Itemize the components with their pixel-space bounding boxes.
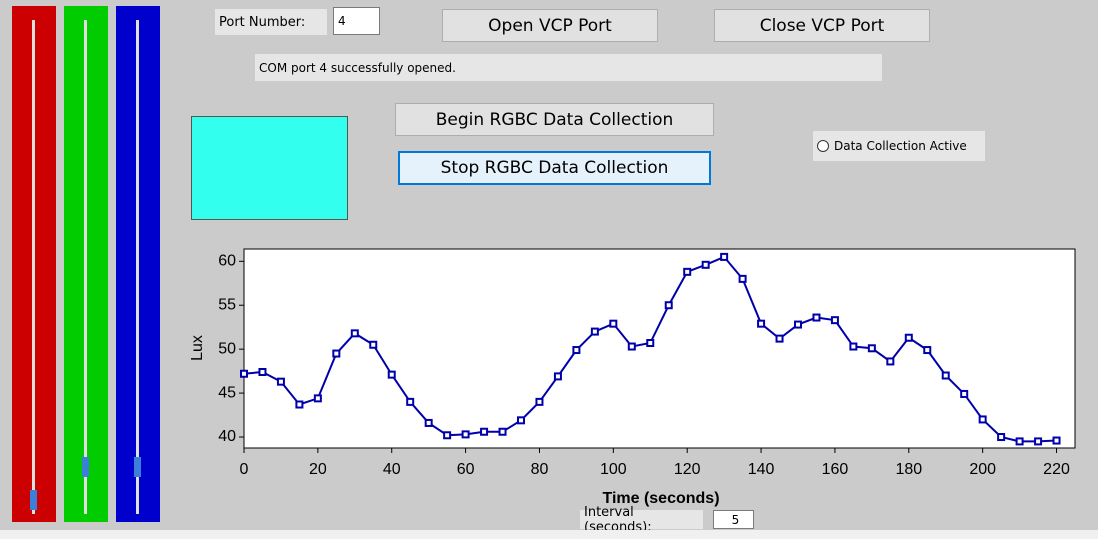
active-radio[interactable]: Data Collection Active [813, 131, 985, 161]
slider-thumb[interactable] [82, 457, 89, 477]
data-point [830, 316, 839, 325]
radio-circle[interactable] [817, 140, 829, 152]
data-point [1015, 437, 1024, 446]
data-point [276, 377, 285, 386]
data-point [886, 357, 895, 366]
red-slider[interactable] [12, 6, 56, 522]
x-tick-label: 60 [457, 461, 475, 478]
data-point [240, 369, 248, 378]
y-tick-label: 45 [218, 384, 236, 401]
green-slider[interactable] [64, 6, 108, 522]
begin-button[interactable]: Begin RGBC Data Collection [395, 103, 714, 136]
x-tick-label: 100 [600, 461, 627, 478]
color-swatch [191, 116, 348, 220]
data-point [941, 371, 950, 380]
data-point [812, 313, 821, 322]
data-point [701, 260, 710, 269]
x-axis-title: Time (seconds) [602, 490, 719, 507]
data-point [904, 333, 913, 342]
data-point [867, 344, 876, 353]
data-point [424, 418, 433, 427]
x-tick-label: 0 [240, 461, 249, 478]
x-tick-label: 120 [674, 461, 701, 478]
y-tick-label: 40 [218, 428, 236, 445]
data-point [313, 394, 322, 403]
data-point [461, 430, 470, 439]
data-point [720, 252, 729, 261]
x-tick-label: 180 [895, 461, 922, 478]
data-point [627, 342, 636, 351]
y-tick-label: 55 [218, 296, 236, 313]
data-point [517, 416, 525, 425]
close-port-button[interactable]: Close VCP Port [714, 9, 930, 42]
radio-label: Data Collection Active [834, 139, 967, 153]
y-axis-title: Lux [189, 335, 206, 361]
status-text: COM port 4 successfully opened. [255, 54, 882, 81]
data-point [406, 397, 415, 406]
data-point [498, 427, 507, 436]
data-point [664, 301, 673, 310]
y-tick-label: 50 [218, 340, 236, 357]
data-point [572, 346, 581, 355]
data-point [849, 342, 858, 351]
status-bar [0, 530, 1098, 539]
data-point [480, 427, 489, 436]
data-point [295, 400, 304, 409]
x-tick-label: 40 [383, 461, 401, 478]
x-tick-label: 220 [1043, 461, 1070, 478]
data-point [757, 319, 766, 328]
slider-track [84, 20, 87, 514]
data-point [609, 319, 618, 328]
data-point [738, 274, 747, 283]
data-point [553, 372, 562, 381]
y-tick-label: 60 [218, 253, 236, 270]
data-point [1034, 437, 1043, 446]
interval-input[interactable]: 5 [713, 510, 754, 529]
data-point [923, 346, 932, 355]
data-point [350, 329, 359, 338]
data-point [443, 431, 452, 440]
x-tick-label: 160 [822, 461, 849, 478]
chart: Lux Time (seconds) 40 45 50 55 60 0 20 40 60 80 10… [189, 248, 1076, 507]
port-input[interactable]: 4 [333, 7, 380, 35]
data-point [590, 327, 599, 336]
x-tick-label: 200 [969, 461, 996, 478]
data-point [387, 370, 396, 379]
slider-track [32, 20, 35, 514]
slider-thumb[interactable] [30, 490, 37, 510]
data-point [978, 415, 987, 424]
data-point [794, 320, 802, 329]
plot-area [243, 248, 1076, 449]
data-point [997, 433, 1006, 442]
data-point [960, 389, 969, 398]
data-point [332, 349, 341, 358]
x-tick-label: 20 [309, 461, 327, 478]
data-point [683, 267, 692, 276]
slider-thumb[interactable] [134, 457, 141, 477]
data-point [646, 339, 655, 348]
stop-button[interactable]: Stop RGBC Data Collection [398, 151, 711, 185]
data-point [535, 397, 544, 406]
x-tick-label: 80 [531, 461, 549, 478]
data-point [258, 368, 267, 377]
x-tick-label: 140 [748, 461, 775, 478]
data-point [369, 340, 378, 349]
port-label: Port Number: [215, 9, 327, 35]
data-point [1052, 436, 1061, 445]
slider-track [136, 20, 139, 514]
blue-slider[interactable] [116, 6, 160, 522]
interval-label: Interval (seconds): [580, 505, 703, 535]
data-point [775, 334, 784, 343]
open-port-button[interactable]: Open VCP Port [442, 9, 658, 42]
